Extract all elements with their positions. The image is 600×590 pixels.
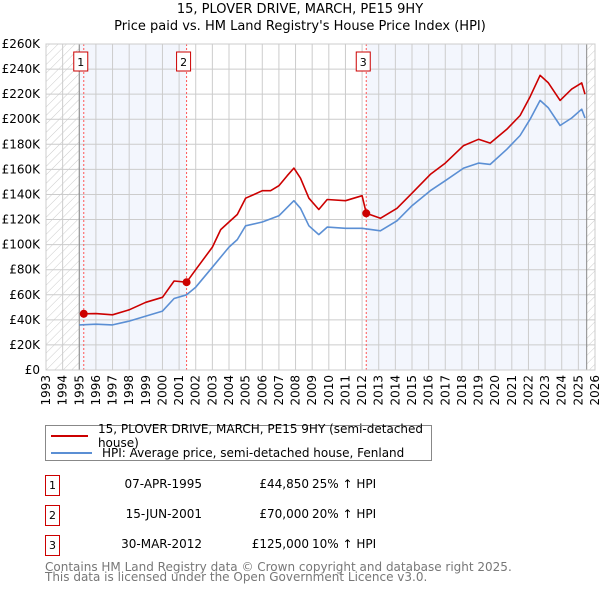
legend-item-property: 15, PLOVER DRIVE, MARCH, PE15 9HY (semi-…: [51, 422, 431, 450]
transaction-row: 3 30-MAR-2012 £125,000 10% ↑ HPI: [45, 535, 445, 557]
x-tick-label: 2021: [505, 375, 519, 406]
y-tick-label: £60K: [9, 288, 41, 302]
x-tick-label: 2001: [172, 375, 186, 406]
y-tick-label: £20K: [9, 338, 41, 352]
x-tick-label: 2012: [355, 375, 369, 406]
x-tick-label: 2005: [239, 375, 253, 406]
legend-item-hpi: HPI: Average price, semi-detached house,…: [51, 445, 404, 461]
transaction-badge: 2: [45, 505, 60, 526]
x-tick-label: 2013: [372, 375, 386, 406]
transaction-price: £44,850: [259, 477, 309, 491]
x-tick-label: 2024: [555, 375, 569, 406]
x-tick-label: 1994: [56, 375, 70, 406]
x-tick-label: 2010: [322, 375, 336, 406]
transaction-hpi: 20% ↑ HPI: [312, 507, 377, 521]
x-tick-label: 2000: [155, 375, 169, 406]
sale-label-number: 1: [77, 56, 84, 69]
transaction-price: £125,000: [251, 537, 309, 551]
y-tick-label: £100K: [2, 238, 42, 252]
sale-label-box: 1: [73, 51, 89, 72]
x-tick-label: 2011: [338, 375, 352, 406]
legend-label: 15, PLOVER DRIVE, MARCH, PE15 9HY (semi-…: [97, 422, 424, 450]
y-tick-label: £40K: [9, 313, 41, 327]
x-tick-label: 1995: [72, 375, 86, 406]
sale-label-number: 2: [180, 56, 187, 69]
y-tick-label: £200K: [2, 112, 42, 126]
transaction-hpi: 10% ↑ HPI: [312, 537, 377, 551]
sale-point: [362, 209, 371, 218]
x-tick-label: 1993: [39, 375, 53, 406]
y-tick-label: £120K: [2, 213, 42, 227]
y-tick-label: £80K: [9, 263, 41, 277]
sale-label-border: [176, 51, 192, 72]
plot-border: [45, 43, 596, 371]
sale-label-number: 3: [360, 56, 367, 69]
sale-label-border: [73, 51, 89, 72]
transaction-price: £70,000: [259, 507, 309, 521]
x-tick-label: 2016: [422, 375, 436, 406]
x-tick-label: 2009: [305, 375, 319, 406]
footer-copyright: Contains HM Land Registry data © Crown c…: [45, 560, 512, 574]
y-tick-label: £220K: [2, 87, 42, 101]
x-tick-label: 1997: [106, 375, 120, 406]
y-tick-label: £180K: [2, 137, 42, 151]
x-tick-label: 2004: [222, 375, 236, 406]
y-tick-label: £240K: [2, 62, 42, 76]
x-tick-label: 2020: [488, 375, 502, 406]
transaction-row: 2 15-JUN-2001 £70,000 20% ↑ HPI: [45, 505, 445, 527]
chart-title: 15, PLOVER DRIVE, MARCH, PE15 9HY: [176, 2, 424, 17]
legend-swatch-red: [51, 435, 88, 437]
shaded-period: [79, 44, 187, 370]
transaction-date: 15-JUN-2001: [125, 507, 202, 521]
transaction-badge: 1: [45, 475, 60, 496]
shaded-period: [366, 44, 587, 370]
price-chart: £0 £20K £40K £60K £80K £100K £120K £140K £160K £1…: [2, 37, 600, 406]
hatched-region-after: [586, 44, 595, 370]
sale-label-box: 2: [176, 51, 192, 72]
x-tick-label: 2017: [438, 375, 452, 406]
x-tick-label: 2008: [289, 375, 303, 406]
transaction-date: 07-APR-1995: [124, 477, 202, 491]
x-tick-label: 2019: [472, 375, 486, 406]
x-tick-label: 1999: [139, 375, 153, 406]
x-tick-label: 2003: [205, 375, 219, 406]
y-tick-label: £140K: [2, 187, 42, 201]
x-tick-label: 2006: [255, 375, 269, 406]
x-tick-label: 2018: [455, 375, 469, 406]
footer-licence: This data is licensed under the Open Gov…: [45, 570, 428, 584]
x-tick-label: 2015: [405, 375, 419, 406]
sale-label-border: [355, 51, 371, 72]
x-tick-label: 2023: [538, 375, 552, 406]
y-tick-label: £160K: [2, 162, 42, 176]
x-tick-label: 1998: [122, 375, 136, 406]
x-tick-label: 2026: [588, 375, 600, 406]
transaction-date: 30-MAR-2012: [121, 537, 202, 551]
legend-swatch-blue: [51, 452, 92, 454]
x-tick-label: 2014: [388, 375, 402, 406]
y-tick-label: £0: [25, 363, 40, 377]
x-tick-label: 2007: [272, 375, 286, 406]
x-tick-label: 1996: [89, 375, 103, 406]
transaction-badge: 3: [45, 535, 60, 556]
legend-label: HPI: Average price, semi-detached house,…: [102, 446, 405, 460]
transaction-row: 1 07-APR-1995 £44,850 25% ↑ HPI: [45, 475, 445, 497]
sale-point: [182, 278, 191, 287]
hpi-line: [79, 99, 586, 326]
chart-subtitle: Price paid vs. HM Land Registry's House …: [114, 19, 486, 34]
sale-label-box: 3: [355, 51, 371, 72]
x-tick-label: 2022: [521, 375, 535, 406]
x-tick-label: 2025: [571, 375, 585, 406]
x-tick-label: 2002: [189, 375, 203, 406]
transaction-hpi: 25% ↑ HPI: [312, 477, 377, 491]
legend: 15, PLOVER DRIVE, MARCH, PE15 9HY (semi-…: [45, 422, 432, 461]
y-tick-label: £260K: [2, 37, 42, 51]
sale-point: [79, 309, 88, 318]
